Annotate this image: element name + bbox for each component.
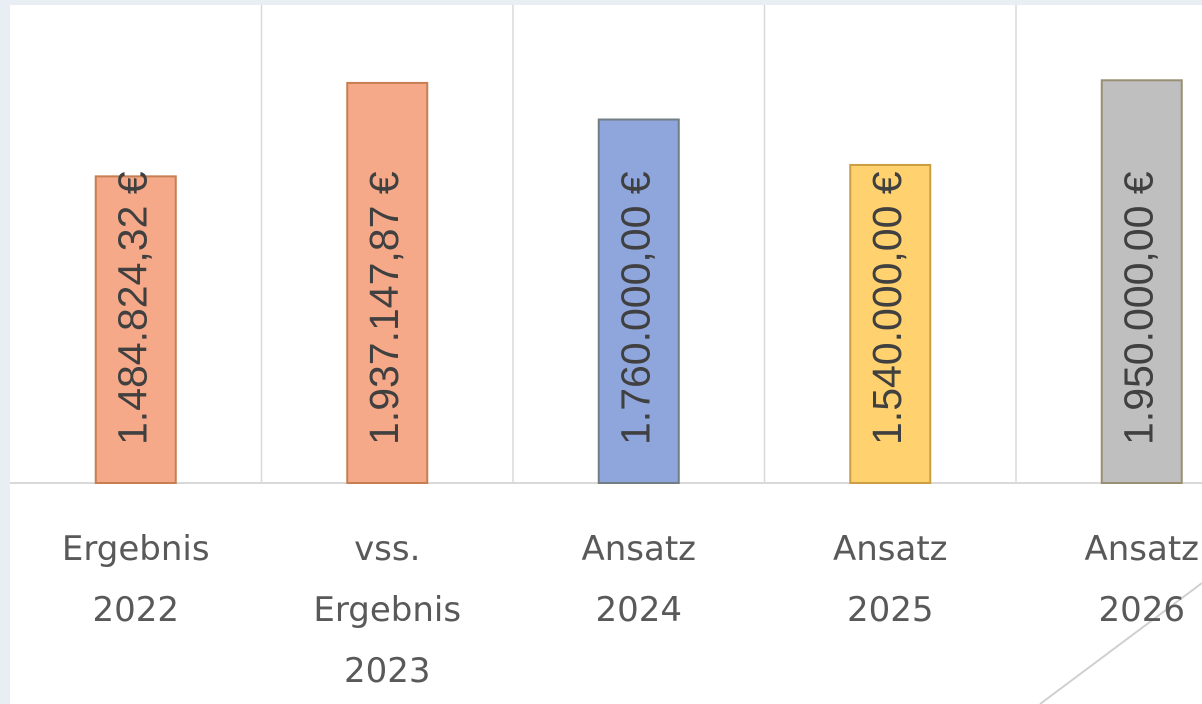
chart-area: 1.484.824,32 € 1.937.147,87 € 1.760.000,00… [10,5,1202,704]
decoration-line [1039,582,1202,704]
bar [1100,79,1183,484]
data-label: 1.937.147,87 € [361,171,407,445]
x-tick-label: vss. Ergebnis 2023 [313,529,462,691]
x-tick-label: Ansatz 2024 [581,529,697,630]
data-label: 1.950.000,00 € [1116,171,1162,445]
data-label: 1.484.824,32 € [110,171,156,445]
bar [597,118,680,485]
chart: 1.484.824,32 € 1.937.147,87 € 1.760.000,00… [10,5,1202,704]
x-tick-label: Ansatz 2025 [832,529,948,630]
bar [849,163,932,485]
bar [346,81,429,484]
data-label: 1.540.000,00 € [864,171,910,445]
x-tick-label: Ergebnis 2022 [61,529,210,630]
bar [94,175,177,484]
x-tick-label: Ansatz 2026 [1084,529,1200,630]
data-label: 1.760.000,00 € [613,171,659,445]
